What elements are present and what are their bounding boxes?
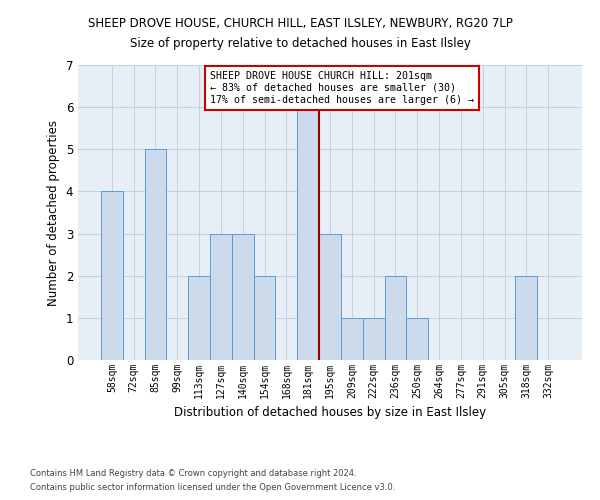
Bar [188,276,210,360]
Bar [363,318,385,360]
Bar [515,276,537,360]
Bar [297,107,319,360]
Text: Contains public sector information licensed under the Open Government Licence v3: Contains public sector information licen… [30,484,395,492]
Bar [319,234,341,360]
Y-axis label: Number of detached properties: Number of detached properties [47,120,60,306]
Bar [406,318,428,360]
Bar [210,234,232,360]
Bar [385,276,406,360]
X-axis label: Distribution of detached houses by size in East Ilsley: Distribution of detached houses by size … [174,406,486,420]
Text: SHEEP DROVE HOUSE CHURCH HILL: 201sqm
← 83% of detached houses are smaller (30)
: SHEEP DROVE HOUSE CHURCH HILL: 201sqm ← … [210,72,474,104]
Text: Size of property relative to detached houses in East Ilsley: Size of property relative to detached ho… [130,38,470,51]
Text: Contains HM Land Registry data © Crown copyright and database right 2024.: Contains HM Land Registry data © Crown c… [30,468,356,477]
Bar [254,276,275,360]
Bar [145,150,166,360]
Bar [232,234,254,360]
Bar [341,318,363,360]
Text: SHEEP DROVE HOUSE, CHURCH HILL, EAST ILSLEY, NEWBURY, RG20 7LP: SHEEP DROVE HOUSE, CHURCH HILL, EAST ILS… [88,18,512,30]
Bar [101,192,123,360]
